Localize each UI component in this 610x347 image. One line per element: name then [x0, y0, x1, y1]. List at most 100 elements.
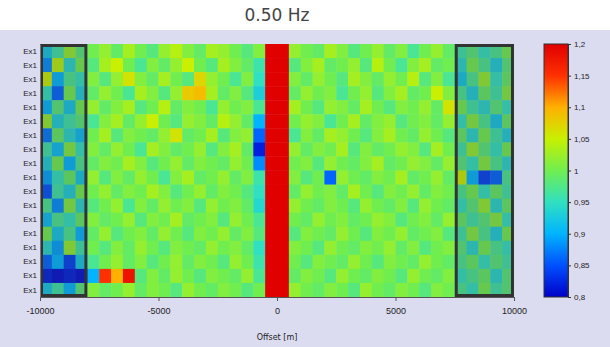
cell — [218, 213, 230, 227]
cell — [324, 156, 336, 170]
colorbar-tick: 0,8 — [568, 293, 586, 302]
cell — [384, 283, 396, 297]
y-tick-label: Ex1 — [23, 271, 37, 280]
cell — [218, 58, 230, 72]
y-tick-label: Ex1 — [23, 187, 37, 196]
cell — [99, 227, 111, 241]
cell — [194, 269, 206, 283]
cell — [301, 128, 313, 142]
cell — [301, 142, 313, 156]
colorbar-tick-label: 1 — [574, 167, 579, 176]
cell — [360, 44, 372, 58]
cell — [348, 171, 360, 185]
x-axis-line — [41, 298, 515, 302]
cell — [419, 269, 431, 283]
cell — [230, 213, 242, 227]
cell — [407, 100, 419, 114]
colorbar-tick: 0,95 — [568, 198, 590, 207]
cell — [182, 142, 194, 156]
y-tick-label: Ex1 — [23, 61, 37, 70]
cell — [289, 283, 301, 297]
cell — [123, 255, 135, 269]
cell — [384, 199, 396, 213]
y-tick-label: Ex1 — [23, 47, 37, 56]
cell — [372, 241, 384, 255]
cell — [253, 44, 265, 58]
cell — [324, 58, 336, 72]
colorbar-tick-mark — [568, 265, 571, 266]
cell — [336, 255, 348, 269]
cell — [206, 185, 218, 199]
cell — [241, 255, 253, 269]
cell — [253, 269, 265, 283]
cell — [313, 44, 325, 58]
cell — [99, 142, 111, 156]
cell — [301, 44, 313, 58]
cell — [336, 114, 348, 128]
cell — [301, 171, 313, 185]
cell — [360, 199, 372, 213]
cell — [159, 128, 171, 142]
cell — [443, 199, 455, 213]
cell — [87, 114, 99, 128]
cell — [159, 44, 171, 58]
cell — [87, 44, 99, 58]
cell — [123, 199, 135, 213]
cell — [419, 128, 431, 142]
cell — [182, 241, 194, 255]
cell — [289, 156, 301, 170]
cell — [265, 128, 277, 142]
cell — [396, 213, 408, 227]
cell — [407, 241, 419, 255]
cell — [241, 44, 253, 58]
cell — [111, 283, 123, 297]
cell — [147, 213, 159, 227]
cell — [147, 185, 159, 199]
cell — [87, 255, 99, 269]
cell — [218, 100, 230, 114]
y-tick-label: Ex1 — [23, 145, 37, 154]
cell — [206, 156, 218, 170]
cell — [396, 227, 408, 241]
cell — [277, 128, 289, 142]
cell — [159, 58, 171, 72]
cell — [194, 241, 206, 255]
cell — [99, 199, 111, 213]
cell — [230, 44, 242, 58]
colorbar-tick-label: 1,1 — [574, 103, 586, 112]
cell — [218, 269, 230, 283]
cell — [348, 185, 360, 199]
cell — [135, 185, 147, 199]
y-axis: Ex1Ex1Ex1Ex1Ex1Ex1Ex1Ex1Ex1Ex1Ex1Ex1Ex1E… — [23, 45, 40, 298]
cell — [87, 185, 99, 199]
cell — [123, 269, 135, 283]
cell — [265, 44, 277, 58]
cell — [396, 156, 408, 170]
y-tick: Ex1 — [23, 47, 40, 56]
x-tick-mark — [277, 297, 278, 301]
cell — [324, 142, 336, 156]
cell — [99, 86, 111, 100]
cell — [443, 213, 455, 227]
cell — [443, 44, 455, 58]
cell — [324, 283, 336, 297]
cell — [443, 100, 455, 114]
y-tick-label: Ex1 — [23, 201, 37, 210]
y-tick-label: Ex1 — [23, 173, 37, 182]
cell — [289, 171, 301, 185]
cell — [384, 171, 396, 185]
cell — [194, 100, 206, 114]
cell — [360, 86, 372, 100]
cell — [159, 72, 171, 86]
colorbar-tick: 0,85 — [568, 261, 590, 270]
y-tick-label: Ex1 — [23, 103, 37, 112]
cell — [431, 114, 443, 128]
colorbar-tick-mark — [568, 44, 571, 45]
cell — [135, 255, 147, 269]
cell — [289, 199, 301, 213]
cell — [87, 227, 99, 241]
cell — [253, 100, 265, 114]
y-tick-label: Ex1 — [23, 243, 37, 252]
cell — [170, 156, 182, 170]
cell — [123, 142, 135, 156]
